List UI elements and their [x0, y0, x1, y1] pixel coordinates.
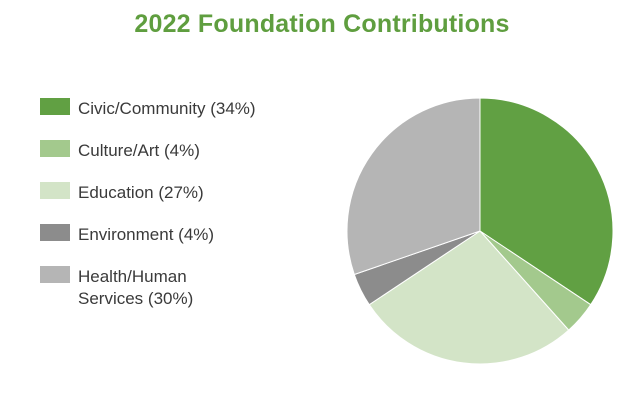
legend-swatch: [40, 140, 70, 157]
pie-slice: [346, 97, 481, 276]
legend: Civic/Community (34%) Culture/Art (4%) Edu…: [40, 98, 340, 308]
legend-swatch: [40, 266, 70, 283]
chart-title: 2022 Foundation Contributions: [134, 10, 510, 38]
legend-label: Culture/Art (4%): [78, 141, 200, 160]
legend-swatch: [40, 224, 70, 241]
legend-item: Civic/Community (34%): [40, 98, 340, 140]
legend-swatch: [40, 98, 70, 115]
legend-label: Civic/Community (34%): [78, 99, 256, 118]
legend-item: Education (27%): [40, 182, 340, 224]
legend-item: Culture/Art (4%): [40, 140, 340, 182]
legend-label: Education (27%): [78, 183, 204, 202]
legend-swatch: [40, 182, 70, 199]
legend-item: Environment (4%): [40, 224, 340, 266]
pie-slice: [368, 230, 570, 365]
legend-label: Environment (4%): [78, 225, 215, 244]
legend-item: Health/Human Services (30%): [40, 266, 340, 308]
legend-label: Health/Human Services (30%): [78, 267, 194, 308]
